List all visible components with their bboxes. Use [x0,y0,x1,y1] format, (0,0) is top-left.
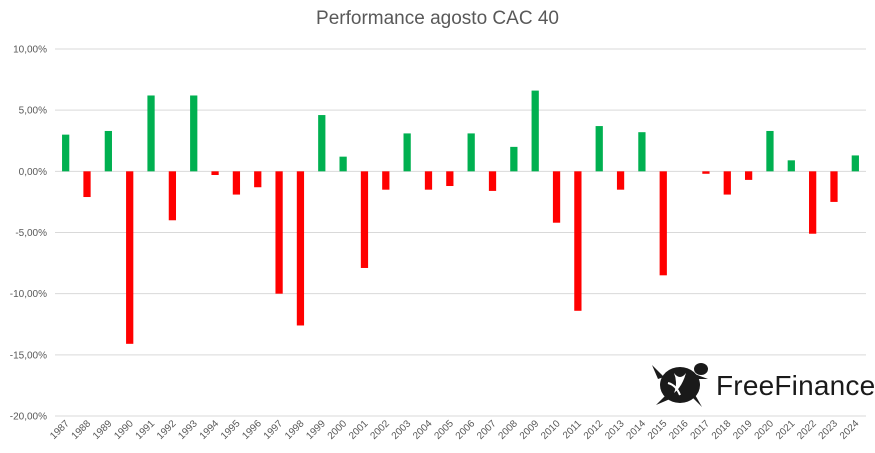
bar-1999 [318,115,326,172]
x-axis-ticks: 1987198819891990199119921993199419951996… [48,418,861,442]
x-tick-label: 2005 [432,418,456,442]
x-tick-label: 2002 [368,418,392,442]
x-tick-label: 2020 [753,418,777,442]
bar-2013 [616,171,625,190]
x-tick-label: 2010 [539,418,563,442]
x-tick-label: 2003 [390,418,414,442]
x-tick-label: 2008 [496,418,520,442]
bar-1993 [190,95,198,172]
bar-2018 [723,171,731,195]
x-tick-label: 2001 [347,418,371,442]
bar-2024 [851,155,859,172]
bar-2005 [446,171,454,187]
bar-1998 [296,171,305,326]
x-tick-label: 2012 [582,418,606,442]
x-tick-label: 2015 [646,418,670,442]
bar-1989 [104,130,112,172]
bar-2023 [830,171,838,202]
bar-2008 [510,146,518,172]
x-tick-label: 1994 [198,418,222,442]
bar-2003 [403,133,411,172]
x-tick-label: 1998 [283,418,307,442]
bar-1997 [275,171,283,294]
bar-2000 [339,156,347,172]
x-tick-label: 2014 [625,418,649,442]
x-tick-label: 2009 [518,418,542,442]
freefinance-logo: FreeFinance [650,355,875,418]
bar-2014 [638,132,646,172]
x-tick-label: 2013 [603,418,627,442]
bar-1996 [254,171,262,188]
bar-1988 [83,171,91,198]
x-tick-label: 1988 [70,418,94,442]
x-tick-label: 2018 [710,418,734,442]
chart-title: Performance agosto CAC 40 [316,8,559,29]
bar-2009 [531,90,539,172]
bars [62,90,859,344]
x-tick-label: 1992 [155,418,179,442]
y-tick-label: -5,00% [15,228,47,239]
y-tick-label: -10,00% [10,289,47,300]
bar-1994 [211,171,219,176]
x-tick-label: 1995 [219,418,243,442]
x-tick-label: 1997 [262,418,286,442]
y-axis-ticks: 10,00% 5,00% 0,00% -5,00% -10,00% -15,00% -20,… [10,45,47,423]
x-tick-label: 1990 [112,418,136,442]
bar-2015 [659,171,667,276]
x-tick-label: 2024 [838,418,862,442]
x-tick-label: 2023 [817,418,841,442]
bar-2020 [766,130,774,172]
x-tick-label: 1989 [91,418,115,442]
bar-2021 [787,160,795,172]
x-tick-label: 2017 [689,418,713,442]
x-tick-label: 1991 [134,418,158,442]
bar-1987 [62,134,70,172]
bar-2010 [552,171,561,223]
x-tick-label: 1993 [176,418,200,442]
bar-1992 [168,171,177,221]
bar-2011 [574,171,582,311]
bar-2002 [382,171,390,190]
bar-2006 [467,133,475,172]
y-tick-label: 10,00% [13,45,47,56]
x-tick-label: 2022 [795,418,819,442]
y-tick-label: -20,00% [10,412,47,423]
bar-1995 [232,171,241,195]
bar-2004 [424,171,433,190]
bar-2007 [488,171,497,191]
x-tick-label: 2019 [731,418,755,442]
bar-2017 [702,171,710,174]
logo-text: FreeFinance [716,370,875,401]
x-tick-label: 2007 [475,418,499,442]
x-tick-label: 1987 [48,418,72,442]
y-tick-label: -15,00% [10,350,47,361]
turtle-icon [650,355,712,418]
x-tick-label: 2011 [561,418,584,441]
x-tick-label: 1996 [240,418,264,442]
bar-2019 [744,171,753,180]
x-tick-label: 1999 [304,418,328,442]
x-tick-label: 2004 [411,418,435,442]
x-tick-label: 2021 [774,418,798,442]
y-tick-label: 0,00% [19,167,47,178]
x-tick-label: 2006 [454,418,478,442]
bar-2022 [809,171,817,234]
y-tick-label: 5,00% [19,106,47,117]
bar-2001 [360,171,369,268]
bar-1990 [126,171,134,344]
bar-2012 [595,126,603,172]
bar-1991 [147,95,155,172]
x-tick-label: 2016 [667,418,691,442]
x-tick-label: 2000 [326,418,350,442]
